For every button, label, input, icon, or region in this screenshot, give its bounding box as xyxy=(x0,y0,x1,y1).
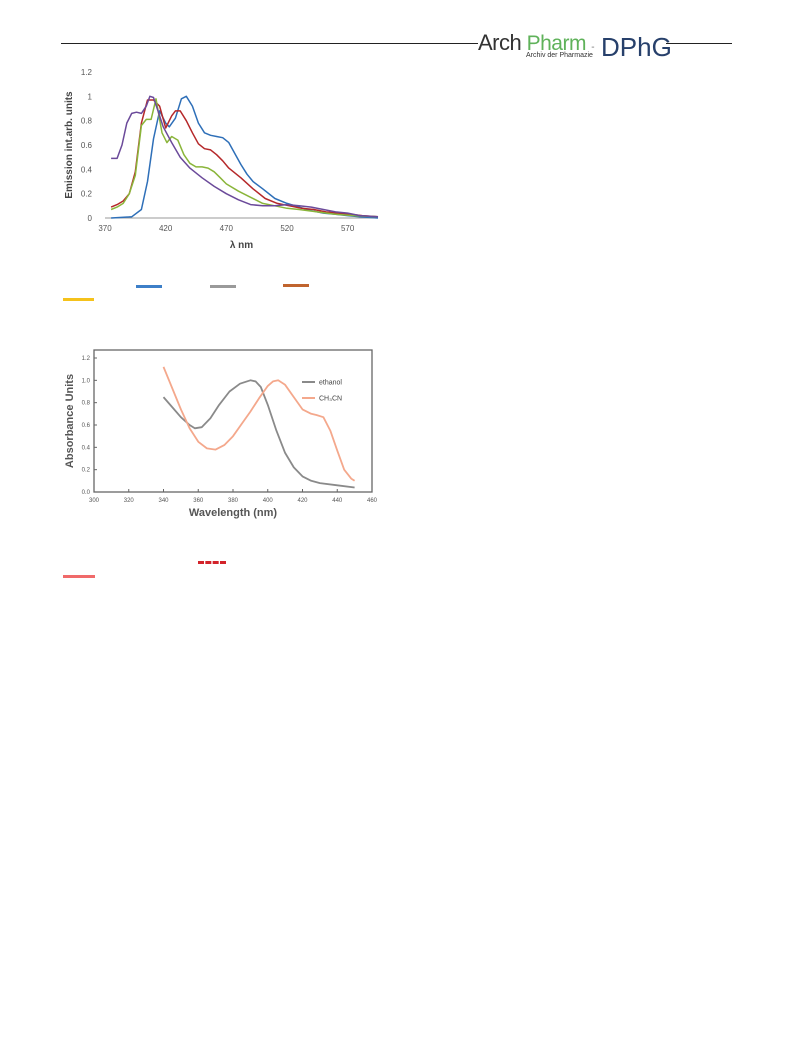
emission-chart: 370 420 470 520 570 0 0.2 0.4 0.6 0.8 1 1.2 λ nm Emis… xyxy=(64,68,379,251)
x-tick-label: 570 xyxy=(341,224,355,233)
x-tick-label: 470 xyxy=(220,224,234,233)
y-axis-label: Emission int.arb. units xyxy=(64,91,75,199)
y-tick-label: 0.8 xyxy=(81,117,93,126)
fig1-legend-swatch-orange xyxy=(283,284,309,287)
y-tick-label: 0.8 xyxy=(82,401,91,407)
x-tick-label: 300 xyxy=(89,498,100,504)
fig1-legend-swatch-blue xyxy=(136,285,162,288)
x-tick-label: 380 xyxy=(228,498,239,504)
y-axis-label: Absorbance Units xyxy=(64,374,76,468)
y-tick-label: 0.2 xyxy=(82,468,91,474)
x-tick-label: 340 xyxy=(158,498,169,504)
x-tick-label: 370 xyxy=(98,224,112,233)
y-tick-label: 1.0 xyxy=(82,378,91,384)
logo-subtitle: Archiv der Pharmazie xyxy=(526,52,593,59)
x-tick-label: 520 xyxy=(280,224,294,233)
y-tick-label: 0.6 xyxy=(81,141,93,150)
fig1-legend-swatch-yellow xyxy=(63,298,94,301)
series-line-3 xyxy=(110,98,379,218)
logo-wordmark: Arch Pharm - xyxy=(478,30,595,55)
x-tick-label: 420 xyxy=(297,498,308,504)
y-tick-label: 0.4 xyxy=(81,165,93,174)
absorbance-chart: 300 320 340 360 380 400 420 440 460 0.0 0.2 0.4 0.6 0… xyxy=(64,349,378,519)
y-tick-label: 0 xyxy=(88,214,93,223)
series-line-4 xyxy=(111,95,379,218)
series-line-1 xyxy=(162,379,355,489)
logo-dphg: DPhG xyxy=(601,32,672,62)
series-line-2 xyxy=(162,366,356,482)
y-tick-label: 1 xyxy=(88,92,93,101)
x-tick-label: 360 xyxy=(193,498,204,504)
series-line-1 xyxy=(111,95,379,219)
x-tick-label: 440 xyxy=(332,498,343,504)
y-tick-label: 0.0 xyxy=(82,490,91,496)
fig2-legend-dotted-red xyxy=(198,561,226,564)
header-rule-right xyxy=(666,43,732,44)
x-tick-label: 420 xyxy=(159,224,173,233)
legend-label-1: ethanol xyxy=(319,380,342,387)
y-tick-label: 0.6 xyxy=(82,423,91,429)
fig1-legend-swatch-gray xyxy=(210,285,236,288)
series-line-2 xyxy=(110,99,379,218)
legend-label-2: CH₃CN xyxy=(319,396,342,403)
y-tick-label: 0.4 xyxy=(82,445,91,451)
x-tick-label: 460 xyxy=(367,498,378,504)
plot-frame xyxy=(93,349,373,493)
fig2-legend-swatch-red xyxy=(63,575,95,578)
header-rule-left xyxy=(61,43,478,44)
y-tick-label: 1.2 xyxy=(82,356,91,362)
x-tick-label: 400 xyxy=(263,498,274,504)
x-axis-label: Wavelength (nm) xyxy=(189,507,278,519)
x-tick-label: 320 xyxy=(124,498,135,504)
y-tick-label: 0.2 xyxy=(81,190,93,199)
x-axis-label: λ nm xyxy=(230,240,253,251)
y-tick-label: 1.2 xyxy=(81,68,93,77)
